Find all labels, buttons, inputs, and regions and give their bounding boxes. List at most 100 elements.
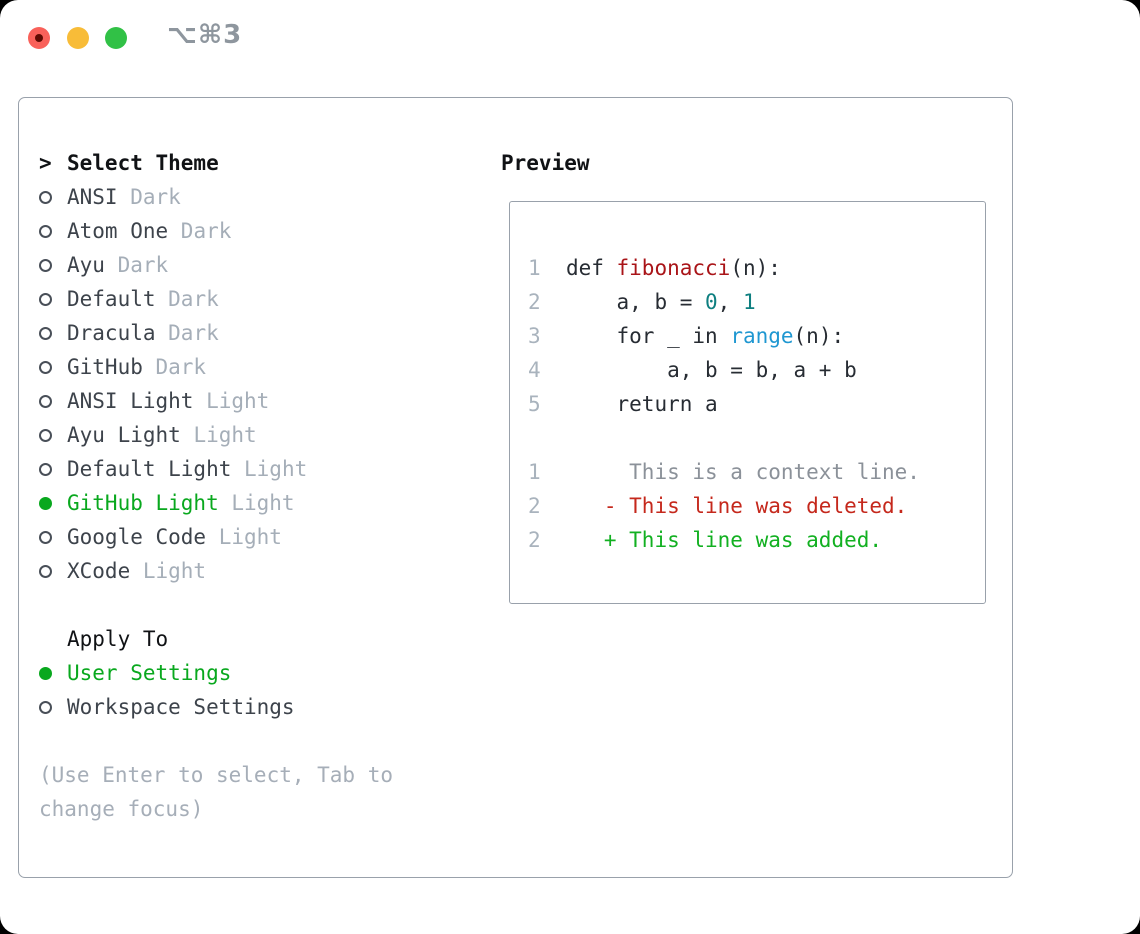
apply-to-header: Apply To <box>39 622 393 656</box>
line-number: 5 <box>528 392 541 416</box>
radio-icon <box>39 258 67 272</box>
radio-circle <box>39 190 52 204</box>
theme-name: Default <box>67 287 156 311</box>
blank-line <box>528 421 985 455</box>
line-number: 4 <box>528 358 541 382</box>
apply-option-name: User Settings <box>67 661 232 685</box>
radio-icon <box>39 462 67 476</box>
spacer <box>39 724 393 758</box>
theme-option-ansi[interactable]: ANSI Dark <box>39 180 393 214</box>
code-segment: fibonacci <box>616 256 731 280</box>
theme-variant-tag: Dark <box>168 287 219 311</box>
theme-name: ANSI Light <box>67 389 194 413</box>
code-segment: , <box>717 290 743 314</box>
code-segment: (n): <box>793 324 845 348</box>
theme-name: Google Code <box>67 525 207 549</box>
code-segment: def <box>565 256 617 280</box>
code-segment: range <box>730 324 794 348</box>
line-number: 1 <box>528 256 541 280</box>
theme-variant-tag: Dark <box>168 321 219 345</box>
code-segment: + This line was added. <box>565 528 883 552</box>
theme-variant-tag: Dark <box>180 219 232 243</box>
close-button[interactable] <box>28 27 50 49</box>
theme-variant-tag: Light <box>218 525 282 549</box>
theme-name: Atom One <box>67 219 169 243</box>
code-line: 3 for _ in range(n): <box>528 319 985 353</box>
theme-name: Default Light <box>67 457 232 481</box>
theme-variant-tag: Dark <box>130 185 181 209</box>
line-number: 2 <box>528 528 541 552</box>
theme-option-dracula[interactable]: Dracula Dark <box>39 316 393 350</box>
radio-circle <box>39 428 52 442</box>
theme-name: GitHub Light <box>67 491 219 515</box>
code-segment: 1 <box>742 290 756 314</box>
code-segment: - This line was deleted. <box>565 494 908 518</box>
theme-option-default[interactable]: Default Dark <box>39 282 393 316</box>
radio-circle <box>39 462 52 476</box>
apply-option-workspace-settings[interactable]: Workspace Settings <box>39 690 393 724</box>
apply-to-title: Apply To <box>67 627 169 651</box>
line-number: 2 <box>528 290 541 314</box>
unsaved-indicator-icon <box>35 34 43 42</box>
theme-option-google-code[interactable]: Google Code Light <box>39 520 393 554</box>
code-segment: for _ in <box>565 324 731 348</box>
line-number: 2 <box>528 494 541 518</box>
code-segment: This is a context line. <box>565 460 920 484</box>
theme-option-xcode[interactable]: XCode Light <box>39 554 393 588</box>
spacer <box>39 588 393 622</box>
radio-circle <box>39 496 52 510</box>
theme-option-ayu-light[interactable]: Ayu Light Light <box>39 418 393 452</box>
theme-option-github-light[interactable]: GitHub Light Light <box>39 486 393 520</box>
radio-circle <box>39 326 52 340</box>
radio-icon <box>39 564 67 578</box>
diff-context-line: 1 This is a context line. <box>528 455 985 489</box>
code-segment: 0 <box>705 290 718 314</box>
select-theme-title: Select Theme <box>67 151 219 175</box>
apply-option-user-settings[interactable]: User Settings <box>39 656 393 690</box>
radio-icon <box>39 428 67 442</box>
theme-option-ayu[interactable]: Ayu Dark <box>39 248 393 282</box>
maximize-button[interactable] <box>105 27 127 49</box>
theme-variant-tag: Light <box>193 423 257 447</box>
minimize-button[interactable] <box>67 27 89 49</box>
radio-circle <box>39 360 52 374</box>
theme-option-ansi-light[interactable]: ANSI Light Light <box>39 384 393 418</box>
code-line: 1 def fibonacci(n): <box>528 251 985 285</box>
radio-circle <box>39 666 52 680</box>
theme-option-atom-one[interactable]: Atom One Dark <box>39 214 393 248</box>
theme-variant-tag: Light <box>244 457 308 481</box>
radio-icon <box>39 224 67 238</box>
radio-circle <box>39 292 52 306</box>
radio-icon <box>39 190 67 204</box>
hint-line-2: change focus) <box>39 797 204 821</box>
theme-name: Ayu <box>67 253 105 277</box>
theme-variant-tag: Dark <box>117 253 169 277</box>
code-segment: a, b = <box>565 290 706 314</box>
code-line: 4 a, b = b, a + b <box>528 353 985 387</box>
radio-circle <box>39 700 52 714</box>
theme-name: XCode <box>67 559 131 583</box>
theme-variant-tag: Light <box>206 389 270 413</box>
theme-option-default-light[interactable]: Default Light Light <box>39 452 393 486</box>
radio-circle <box>39 394 52 408</box>
radio-circle <box>39 258 52 272</box>
hint-text: (Use Enter to select, Tab to change focu… <box>39 758 393 826</box>
radio-icon <box>39 360 67 374</box>
radio-icon <box>39 292 67 306</box>
code-line: 5 return a <box>528 387 985 421</box>
apply-option-name: Workspace Settings <box>67 695 295 719</box>
radio-circle <box>39 564 52 578</box>
theme-picker-panel: > Select Theme ANSI Dark Atom One Dark Ayu Da… <box>18 97 1013 878</box>
theme-list-column: > Select Theme ANSI Dark Atom One Dark Ayu Da… <box>39 146 393 826</box>
radio-selected-icon <box>39 496 67 510</box>
preview-heading: Preview <box>501 151 590 175</box>
radio-circle <box>39 530 52 544</box>
window-title: ⌥⌘3 <box>167 20 243 50</box>
theme-name: Ayu Light <box>67 423 181 447</box>
diff-deleted-line: 2 - This line was deleted. <box>528 489 985 523</box>
theme-option-github[interactable]: GitHub Dark <box>39 350 393 384</box>
code-line: 2 a, b = 0, 1 <box>528 285 985 319</box>
